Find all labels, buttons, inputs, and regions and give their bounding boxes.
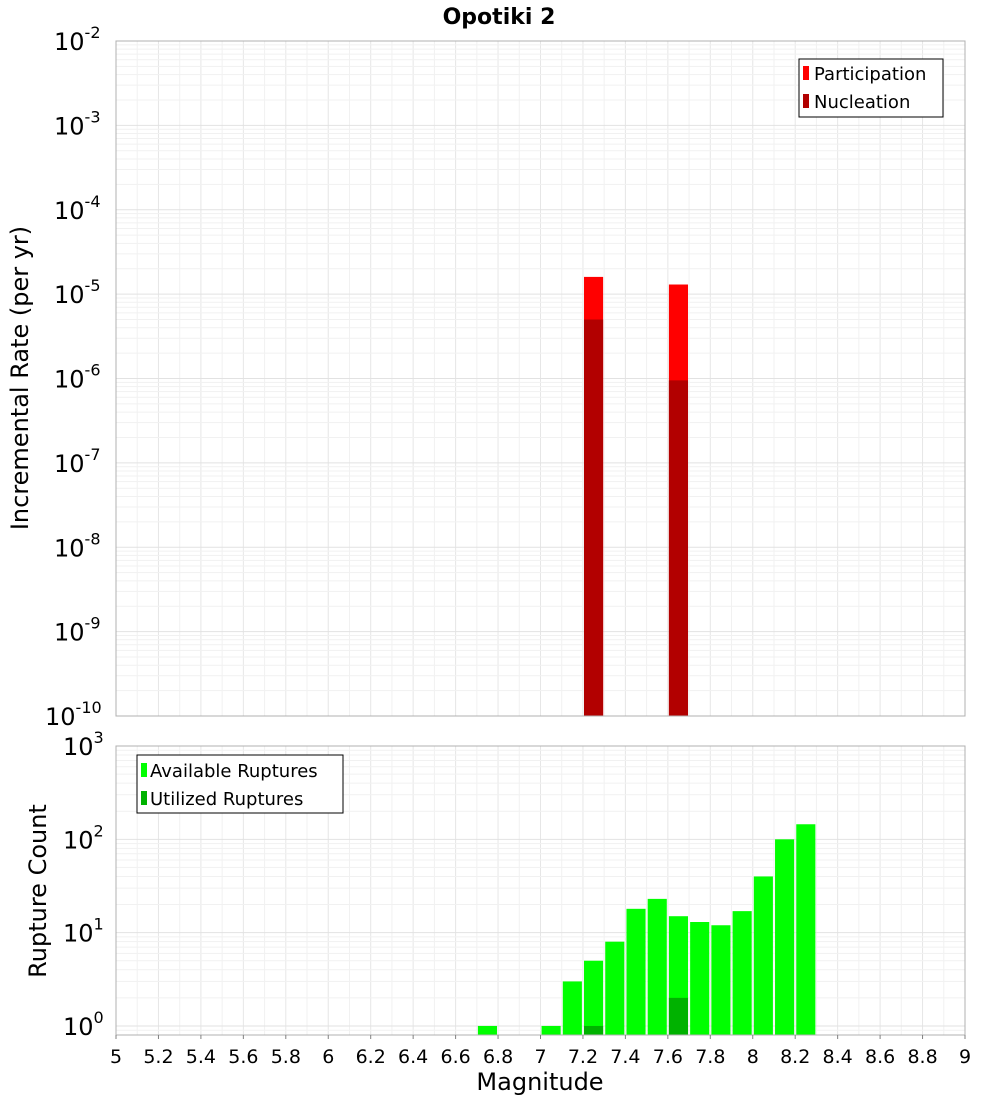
y-tick-label: 10-5	[54, 276, 101, 309]
top-legend-box	[798, 58, 944, 118]
x-tick-label: 7.8	[695, 1046, 725, 1068]
x-tick-labels: 5 5.2 5.4 5.6 5.8 6 6.2 6.4 6.6 6.8 7 7.2 7.4 7.6 7.8 8…	[110, 1035, 971, 1068]
bar-available-ruptures	[796, 824, 816, 1035]
bottom-bars	[477, 824, 816, 1035]
bottom-legend-box	[136, 754, 344, 814]
y-tick-label: 10-9	[54, 614, 101, 647]
legend-swatch-nucleation	[803, 94, 809, 108]
legend-swatch-utilized	[141, 791, 147, 805]
y-tick-label: 10-3	[54, 107, 101, 140]
x-tick-label: 8.2	[780, 1046, 810, 1068]
top-legend: Participation Nucleation	[798, 58, 944, 118]
top-y-axis-label: Incremental Rate (per yr)	[6, 226, 34, 530]
bar-available-ruptures	[732, 911, 752, 1035]
bottom-legend: Available Ruptures Utilized Ruptures	[136, 754, 344, 814]
x-tick-label: 5.6	[228, 1046, 258, 1068]
y-tick-label: 10-6	[54, 361, 101, 394]
bar-available-ruptures	[711, 925, 731, 1035]
top-y-tick-labels: 10-10 10-9 10-8 10-7 10-6 10-5 10-4 10-3 10-2	[45, 23, 102, 731]
top-grid	[115, 40, 966, 717]
x-tick-label: 6.4	[398, 1046, 428, 1068]
x-tick-label: 6.6	[440, 1046, 470, 1068]
x-tick-label: 6	[322, 1046, 334, 1068]
bar-available-ruptures	[562, 981, 582, 1035]
bar-available-ruptures	[626, 908, 646, 1035]
legend-swatch-participation	[803, 66, 809, 80]
x-tick-label: 8.8	[907, 1046, 937, 1068]
x-tick-label: 5.4	[186, 1046, 216, 1068]
x-tick-label: 9	[959, 1046, 971, 1068]
bar-available-ruptures	[477, 1025, 497, 1035]
x-tick-label: 6.2	[356, 1046, 386, 1068]
x-tick-label: 5.2	[143, 1046, 173, 1068]
x-tick-label: 7.4	[610, 1046, 640, 1068]
legend-label-participation: Participation	[814, 64, 926, 85]
y-tick-label: 10-2	[54, 23, 101, 56]
y-tick-label: 103	[63, 728, 104, 761]
bar-available-ruptures	[753, 876, 773, 1035]
legend-label-available: Available Ruptures	[150, 761, 318, 782]
x-tick-label: 5	[110, 1046, 122, 1068]
y-tick-label: 10-7	[54, 445, 101, 478]
x-tick-label: 8.6	[865, 1046, 895, 1068]
x-axis-label: Magnitude	[476, 1068, 603, 1096]
x-tick-label: 5.8	[271, 1046, 301, 1068]
bar-nucleation	[668, 380, 689, 716]
legend-swatch-available	[141, 763, 147, 777]
bar-available-ruptures	[647, 898, 667, 1035]
top-plot-frame	[115, 40, 966, 717]
bar-available-ruptures	[775, 839, 795, 1035]
bar-available-ruptures	[690, 922, 710, 1035]
y-tick-label: 10-8	[54, 529, 101, 562]
x-tick-label: 7	[534, 1046, 546, 1068]
bar-utilized-ruptures	[584, 1025, 604, 1035]
bar-utilized-ruptures	[668, 997, 689, 1035]
bottom-y-tick-labels: 100 101 102 103	[63, 728, 104, 1041]
x-tick-label: 8.4	[823, 1046, 853, 1068]
bar-nucleation	[584, 319, 604, 716]
y-tick-label: 102	[63, 821, 104, 854]
y-tick-label: 10-4	[54, 192, 101, 225]
top-bars	[584, 276, 689, 716]
bar-available-ruptures	[541, 1025, 561, 1035]
bottom-panel: 100 101 102 103 5 5.2 5.4 5.6 5.8 6 6.2 6.4 6.6 6.8 7…	[24, 728, 971, 1096]
legend-label-utilized: Utilized Ruptures	[150, 789, 303, 810]
bar-available-ruptures	[605, 941, 625, 1035]
top-panel: 10-10 10-9 10-8 10-7 10-6 10-5 10-4 10-3 10-2 In…	[6, 23, 966, 731]
y-tick-label: 101	[63, 915, 104, 948]
legend-label-nucleation: Nucleation	[814, 92, 910, 113]
bottom-y-axis-label: Rupture Count	[24, 804, 52, 978]
x-tick-label: 6.8	[483, 1046, 513, 1068]
x-tick-label: 7.6	[653, 1046, 683, 1068]
x-tick-label: 7.2	[568, 1046, 598, 1068]
chart-title: Opotiki 2	[443, 5, 556, 30]
bar-available-ruptures	[584, 960, 604, 1035]
y-tick-label: 10-10	[45, 698, 102, 731]
x-tick-label: 8	[747, 1046, 759, 1068]
y-tick-label: 100	[63, 1008, 104, 1041]
